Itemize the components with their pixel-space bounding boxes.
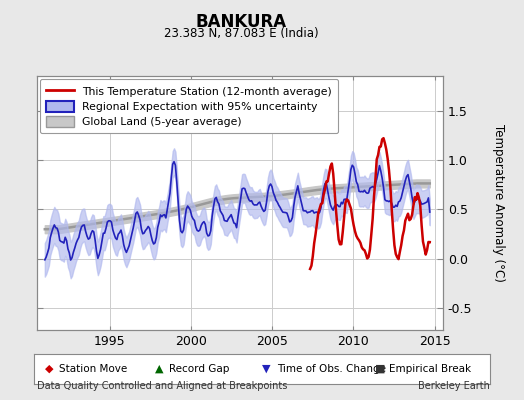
Text: Record Gap: Record Gap [169, 364, 230, 374]
Text: ▲: ▲ [155, 364, 163, 374]
Text: BANKURA: BANKURA [195, 13, 287, 31]
Y-axis label: Temperature Anomaly (°C): Temperature Anomaly (°C) [492, 124, 505, 282]
Text: 23.383 N, 87.083 E (India): 23.383 N, 87.083 E (India) [163, 28, 319, 40]
Text: ■: ■ [375, 364, 385, 374]
Text: Time of Obs. Change: Time of Obs. Change [277, 364, 386, 374]
Text: Station Move: Station Move [59, 364, 127, 374]
Legend: This Temperature Station (12-month average), Regional Expectation with 95% uncer: This Temperature Station (12-month avera… [40, 79, 339, 134]
Text: ▼: ▼ [262, 364, 270, 374]
Text: Data Quality Controlled and Aligned at Breakpoints: Data Quality Controlled and Aligned at B… [37, 381, 287, 391]
Text: ◆: ◆ [45, 364, 53, 374]
Text: Berkeley Earth: Berkeley Earth [418, 381, 490, 391]
Text: Empirical Break: Empirical Break [389, 364, 472, 374]
